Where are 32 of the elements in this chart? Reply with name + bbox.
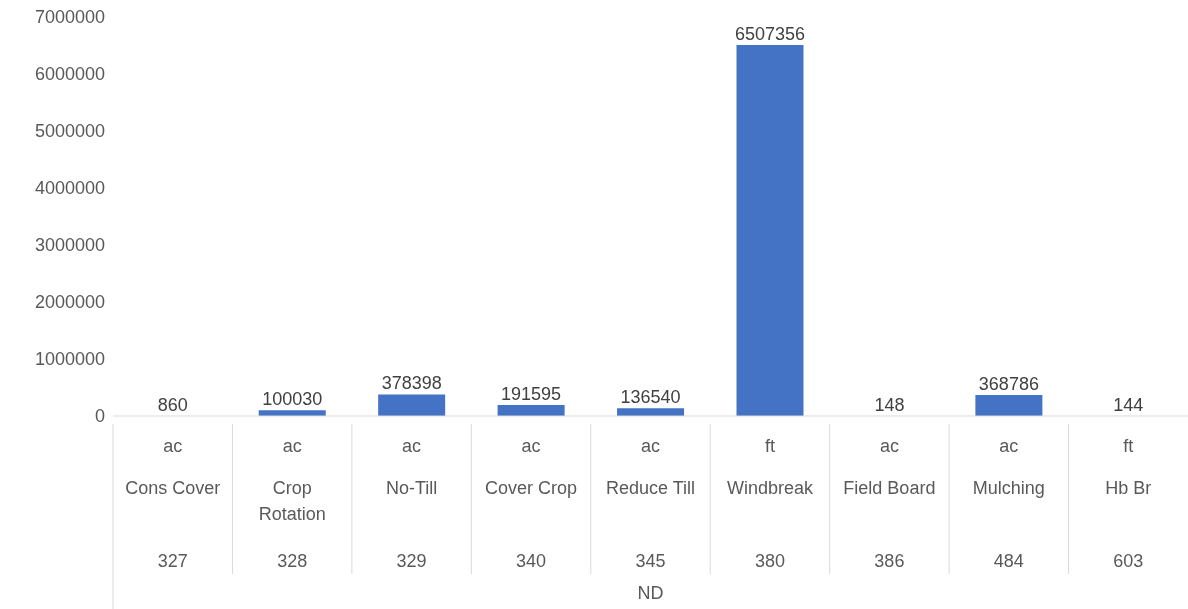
data-label: 6507356 [734,24,806,45]
data-label: 144 [1113,394,1144,415]
data-label: 136540 [620,387,681,408]
category-label: ac Mulching 484 [972,436,1045,571]
bar [378,394,446,416]
y-tick-label: 0 [94,406,105,427]
category-label: ac Reduce Till 345 [605,436,696,571]
category-label: ac Cons Cover 327 [125,436,221,571]
category-label: ac Crop Rotation 328 [258,436,326,571]
y-tick-label: 7000000 [34,7,105,28]
bar [617,408,685,416]
bar [736,45,804,416]
category-label: ft Hb Br 603 [1105,436,1152,571]
data-label: 191595 [501,384,562,405]
data-label: 148 [874,394,905,415]
text: ND [636,583,665,604]
data-label: 100030 [262,389,323,410]
category-label: ac Field Board 386 [843,436,936,571]
data-label: 860 [157,394,188,415]
y-tick-label: 2000000 [34,292,105,313]
data-label: 378398 [381,373,442,394]
y-tick-label: 5000000 [34,121,105,142]
category-label: ac No-Till 329 [385,436,438,571]
y-tick-label: 1000000 [34,349,105,370]
y-tick-label: 3000000 [34,235,105,256]
category-label: ac Cover Crop 340 [485,436,578,571]
bar [497,405,565,416]
category-label: ft Windbreak 380 [726,436,813,571]
data-label: 368786 [978,373,1039,394]
bar [975,394,1043,416]
y-tick-label: 6000000 [34,64,105,85]
y-tick-label: 4000000 [34,178,105,199]
